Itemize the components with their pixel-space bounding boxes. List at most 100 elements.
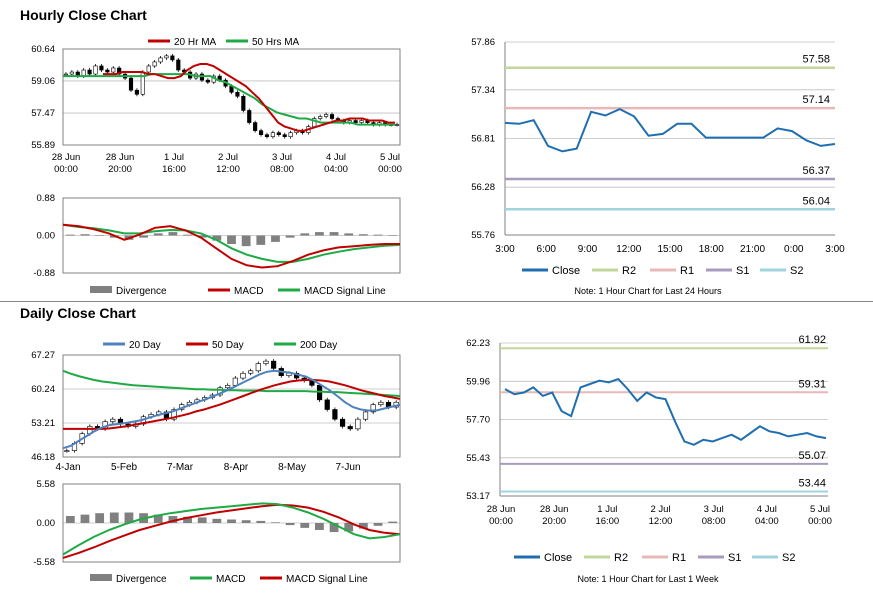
hourly-price-xtick-label: 08:00 <box>270 164 294 175</box>
daily-price-ytick-label: 46.18 <box>31 452 55 463</box>
hourly-price-candle-body <box>270 132 275 138</box>
hourly-price-ytick-label: 57.47 <box>31 108 55 119</box>
hourly-price-candle-body <box>253 122 258 131</box>
hourly-macd-divergence-bar <box>373 234 383 236</box>
daily-price-ytick-label: 60.24 <box>31 384 55 395</box>
hourly-macd-divergence-bar <box>388 235 398 236</box>
hourly-macd-divergence-bar <box>285 235 295 238</box>
hourly-price-candle-body <box>99 65 104 71</box>
daily-pivot-xtick-label: 2 Jul <box>650 504 670 515</box>
hourly-macd-ytick-label: 0.88 <box>37 193 56 204</box>
hourly-price-candle-body <box>152 61 157 67</box>
hourly-macd-divergence-bar <box>241 235 251 247</box>
daily-price-candle-body <box>110 418 116 422</box>
daily-macd-divergence-bar <box>388 521 398 523</box>
daily-pivot-s2-label: 53.44 <box>798 477 826 489</box>
daily-price-legend-label: 200 Day <box>300 340 337 351</box>
hourly-price-xtick-label: 4 Jul <box>326 152 346 163</box>
daily-price-candle-body <box>240 372 246 379</box>
hourly-pivot-r1-label: 57.14 <box>802 94 830 106</box>
daily-pivot-legend-label: R2 <box>614 552 628 564</box>
hourly-price-candle-body <box>69 71 74 75</box>
hourly-price-candle-body <box>359 120 364 123</box>
hourly-price-candle-body <box>164 55 169 59</box>
daily-50day-line <box>63 379 401 430</box>
hourly-price-xtick-label: 5 Jul <box>380 152 400 163</box>
hourly-pivot-s2-label: 56.04 <box>802 195 830 207</box>
daily-macd-divergence-bar <box>373 523 383 526</box>
daily-pivot-xtick-label: 00:00 <box>489 516 513 527</box>
hourly-pivot-xtick-label: 3:00 <box>825 244 845 255</box>
hourly-macd-divergence-bar <box>168 232 178 236</box>
hourly-price-candle-body <box>170 55 175 61</box>
hourly-pivot-xtick-label: 0:00 <box>784 244 804 255</box>
daily-macd-divergence-bar <box>124 512 134 523</box>
daily-price-candle-body <box>271 360 277 369</box>
hourly-macd-divergence-bar <box>212 235 222 241</box>
daily-200day-line <box>62 369 401 397</box>
hourly-macd-divergence-bar <box>344 233 354 236</box>
daily-pivot-xtick-label: 28 Jun <box>487 504 516 515</box>
daily-price-candle-body <box>339 418 346 427</box>
hourly-price-candle-body <box>235 91 240 97</box>
daily-macd-divergence-bar <box>65 516 75 523</box>
daily-price-ytick-label: 67.27 <box>31 350 55 361</box>
daily-macd-legend-label: MACD Signal Line <box>286 574 368 585</box>
hourly-macd-legend-label: MACD <box>234 286 263 297</box>
hourly-50hr-ma-line <box>63 73 395 126</box>
daily-price-candle-body <box>362 411 369 420</box>
hourly-macd-legend-label: Divergence <box>116 286 167 297</box>
hourly-pivot-legend-label: S2 <box>790 265 803 277</box>
hourly-section-title: Hourly Close Chart <box>20 7 147 23</box>
daily-pivot-legend-label: S2 <box>782 552 795 564</box>
daily-macd-ytick-label: 0.00 <box>37 518 56 529</box>
hourly-pivot-r2-label: 57.58 <box>802 54 830 66</box>
daily-price-candle-body <box>255 363 261 372</box>
daily-pivot-s1-label: 55.07 <box>798 450 826 462</box>
hourly-macd-divergence-bar <box>300 233 310 236</box>
hourly-pivot-legend-label: R1 <box>680 265 694 277</box>
hourly-macd-divergence-bar <box>183 234 192 236</box>
hourly-price-candle-body <box>258 130 264 135</box>
hourly-price-xtick-label: 28 Jun <box>106 152 135 163</box>
daily-macd-divergence-bar <box>80 514 90 523</box>
hourly-pivot-ytick-label: 56.28 <box>471 182 495 193</box>
daily-macd-divergence-bar <box>271 522 280 523</box>
daily-price-plot-frame <box>62 354 401 458</box>
daily-price-xtick-label: 7-Mar <box>167 462 194 473</box>
daily-macd-divergence-bar <box>285 523 295 526</box>
daily-macd-legend-label: Divergence <box>116 574 167 585</box>
daily-pivot-xtick-label: 1 Jul <box>597 504 617 515</box>
hourly-price-candle-body <box>111 67 116 73</box>
daily-section-title: Daily Close Chart <box>20 305 136 321</box>
daily-price-xtick-label: 5-Feb <box>111 462 138 473</box>
daily-macd-divergence-bar <box>315 523 324 530</box>
daily-price-candle-body <box>64 450 70 452</box>
hourly-price-candle-body <box>276 132 281 135</box>
hourly-pivot-ytick-label: 57.34 <box>471 85 495 96</box>
hourly-macd-signal-line <box>62 223 401 263</box>
daily-pivot-xtick-label: 5 Jul <box>810 504 830 515</box>
daily-pivot-ytick-label: 62.23 <box>466 338 490 349</box>
hourly-macd-divergence-bar <box>315 232 324 236</box>
hourly-price-ytick-label: 60.64 <box>31 44 55 55</box>
hourly-price-xtick-label: 28 Jun <box>52 152 81 163</box>
daily-pivot-xtick-label: 04:00 <box>755 516 779 527</box>
hourly-pivot-ytick-label: 56.81 <box>471 134 495 145</box>
hourly-pivot-legend-label: S1 <box>736 265 749 277</box>
daily-macd-divergence-bar <box>212 518 222 523</box>
daily-pivot-xtick-label: 08:00 <box>702 516 726 527</box>
hourly-macd-line <box>62 223 400 269</box>
daily-macd-divergence-bar <box>344 523 354 532</box>
hourly-price-legend-label: 50 Hrs MA <box>252 37 300 48</box>
daily-pivot-ytick-label: 55.43 <box>466 453 490 464</box>
daily-pivot-ytick-label: 53.17 <box>466 491 490 502</box>
daily-macd-ytick-label: -5.58 <box>33 557 55 568</box>
hourly-price-xtick-label: 16:00 <box>162 164 186 175</box>
hourly-pivot-ytick-label: 55.76 <box>471 230 495 241</box>
hourly-macd-divergence-bar <box>256 235 266 245</box>
hourly-price-xtick-label: 04:00 <box>324 164 348 175</box>
hourly-price-plot-frame <box>62 48 401 146</box>
daily-pivot-xtick-label: 00:00 <box>808 516 832 527</box>
daily-pivot-legend-label: R1 <box>672 552 686 564</box>
